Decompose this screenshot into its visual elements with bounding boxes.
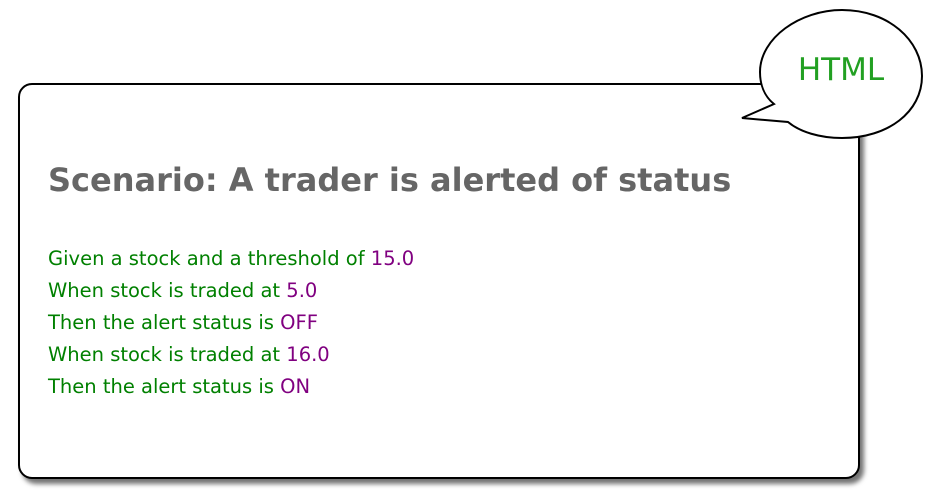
step-text: Then the alert status is xyxy=(48,375,281,398)
step-param: ON xyxy=(280,375,311,398)
step-text: Given a stock and a threshold of xyxy=(48,247,371,270)
scenario-steps: Given a stock and a threshold of 15.0 Wh… xyxy=(48,243,414,403)
step-param: 5.0 xyxy=(286,279,318,302)
speech-bubble-icon xyxy=(741,8,924,140)
step-given: Given a stock and a threshold of 15.0 xyxy=(48,243,414,275)
step-when-1: When stock is traded at 5.0 xyxy=(48,275,414,307)
step-when-2: When stock is traded at 16.0 xyxy=(48,339,414,371)
scenario-card: Scenario: A trader is alerted of status … xyxy=(18,83,860,479)
step-text: When stock is traded at xyxy=(48,279,287,302)
step-param: 16.0 xyxy=(286,343,330,366)
step-then-1: Then the alert status is OFF xyxy=(48,307,414,339)
step-param: OFF xyxy=(280,311,318,334)
callout-label: HTML xyxy=(797,52,885,88)
step-param: 15.0 xyxy=(370,247,415,270)
step-then-2: Then the alert status is ON xyxy=(48,371,414,403)
step-text: When stock is traded at xyxy=(48,343,287,366)
step-text: Then the alert status is xyxy=(48,311,281,334)
scenario-title: Scenario: A trader is alerted of status xyxy=(48,161,732,199)
